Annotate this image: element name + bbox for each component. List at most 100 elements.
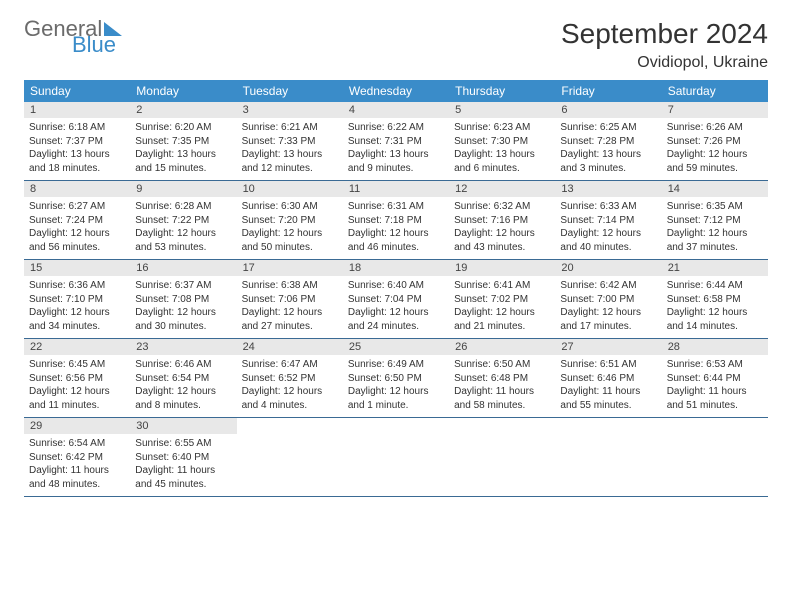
day-cell: 7Sunrise: 6:26 AMSunset: 7:26 PMDaylight… (662, 102, 768, 180)
weekday-header-sunday: Sunday (24, 80, 130, 102)
daylight-line: Daylight: 11 hours and 48 minutes. (29, 464, 125, 491)
sunset-line: Sunset: 7:18 PM (348, 214, 444, 228)
sunset-line: Sunset: 7:33 PM (242, 135, 338, 149)
day-cell: 21Sunrise: 6:44 AMSunset: 6:58 PMDayligh… (662, 260, 768, 338)
day-number: 13 (555, 181, 661, 197)
weekday-header-saturday: Saturday (662, 80, 768, 102)
day-cell: 25Sunrise: 6:49 AMSunset: 6:50 PMDayligh… (343, 339, 449, 417)
day-number: 17 (237, 260, 343, 276)
day-cell: 18Sunrise: 6:40 AMSunset: 7:04 PMDayligh… (343, 260, 449, 338)
day-cell: 15Sunrise: 6:36 AMSunset: 7:10 PMDayligh… (24, 260, 130, 338)
day-cell: 19Sunrise: 6:41 AMSunset: 7:02 PMDayligh… (449, 260, 555, 338)
daylight-line: Daylight: 11 hours and 45 minutes. (135, 464, 231, 491)
week-row: 1Sunrise: 6:18 AMSunset: 7:37 PMDaylight… (24, 102, 768, 181)
weekday-header-wednesday: Wednesday (343, 80, 449, 102)
day-info: Sunrise: 6:54 AMSunset: 6:42 PMDaylight:… (24, 434, 130, 495)
sunset-line: Sunset: 7:22 PM (135, 214, 231, 228)
day-info: Sunrise: 6:36 AMSunset: 7:10 PMDaylight:… (24, 276, 130, 337)
day-number: 7 (662, 102, 768, 118)
day-cell: 3Sunrise: 6:21 AMSunset: 7:33 PMDaylight… (237, 102, 343, 180)
sunset-line: Sunset: 7:14 PM (560, 214, 656, 228)
sunrise-line: Sunrise: 6:31 AM (348, 200, 444, 214)
day-number: 23 (130, 339, 236, 355)
day-info: Sunrise: 6:55 AMSunset: 6:40 PMDaylight:… (130, 434, 236, 495)
daylight-line: Daylight: 12 hours and 30 minutes. (135, 306, 231, 333)
sunset-line: Sunset: 7:02 PM (454, 293, 550, 307)
sunset-line: Sunset: 7:30 PM (454, 135, 550, 149)
day-cell: 5 Sunrise: 6:23 AMSunset: 7:30 PMDaylight… (449, 102, 555, 180)
day-info: Sunrise: 6:41 AMSunset: 7:02 PMDaylight:… (449, 276, 555, 337)
daylight-line: Daylight: 12 hours and 14 minutes. (667, 306, 763, 333)
sunrise-line: Sunrise: 6:23 AM (454, 121, 550, 135)
sunrise-line: Sunrise: 6:38 AM (242, 279, 338, 293)
sunset-line: Sunset: 6:46 PM (560, 372, 656, 386)
day-number: 15 (24, 260, 130, 276)
day-cell: 27Sunrise: 6:51 AMSunset: 6:46 PMDayligh… (555, 339, 661, 417)
day-number: 3 (237, 102, 343, 118)
day-info: Sunrise: 6:25 AMSunset: 7:28 PMDaylight:… (555, 118, 661, 179)
sunrise-line: Sunrise: 6:36 AM (29, 279, 125, 293)
sunrise-line: Sunrise: 6:47 AM (242, 358, 338, 372)
sunset-line: Sunset: 7:08 PM (135, 293, 231, 307)
weekday-header-monday: Monday (130, 80, 236, 102)
daylight-line: Daylight: 13 hours and 9 minutes. (348, 148, 444, 175)
day-info: Sunrise: 6:26 AMSunset: 7:26 PMDaylight:… (662, 118, 768, 179)
daylight-line: Daylight: 12 hours and 43 minutes. (454, 227, 550, 254)
day-info: Sunrise: 6:45 AMSunset: 6:56 PMDaylight:… (24, 355, 130, 416)
day-info: Sunrise: 6:35 AMSunset: 7:12 PMDaylight:… (662, 197, 768, 258)
sunset-line: Sunset: 7:31 PM (348, 135, 444, 149)
daylight-line: Daylight: 13 hours and 6 minutes. (454, 148, 550, 175)
day-cell: 17Sunrise: 6:38 AMSunset: 7:06 PMDayligh… (237, 260, 343, 338)
empty-cell (343, 418, 449, 496)
day-number: 2 (130, 102, 236, 118)
sunrise-line: Sunrise: 6:33 AM (560, 200, 656, 214)
daylight-line: Daylight: 12 hours and 1 minute. (348, 385, 444, 412)
sunset-line: Sunset: 6:44 PM (667, 372, 763, 386)
sunrise-line: Sunrise: 6:41 AM (454, 279, 550, 293)
day-cell: 2Sunrise: 6:20 AMSunset: 7:35 PMDaylight… (130, 102, 236, 180)
daylight-line: Daylight: 11 hours and 51 minutes. (667, 385, 763, 412)
sunrise-line: Sunrise: 6:30 AM (242, 200, 338, 214)
day-info: Sunrise: 6:53 AMSunset: 6:44 PMDaylight:… (662, 355, 768, 416)
day-info: Sunrise: 6:50 AMSunset: 6:48 PMDaylight:… (449, 355, 555, 416)
month-title: September 2024 (561, 18, 768, 50)
daylight-line: Daylight: 12 hours and 4 minutes. (242, 385, 338, 412)
day-number: 21 (662, 260, 768, 276)
header: General Blue September 2024 Ovidiopol, U… (24, 18, 768, 72)
daylight-line: Daylight: 12 hours and 56 minutes. (29, 227, 125, 254)
day-number: 5 (449, 102, 555, 118)
day-info: Sunrise: 6:33 AMSunset: 7:14 PMDaylight:… (555, 197, 661, 258)
day-number: 8 (24, 181, 130, 197)
day-cell: 23Sunrise: 6:46 AMSunset: 6:54 PMDayligh… (130, 339, 236, 417)
sunrise-line: Sunrise: 6:51 AM (560, 358, 656, 372)
week-row: 22Sunrise: 6:45 AMSunset: 6:56 PMDayligh… (24, 339, 768, 418)
day-number: 12 (449, 181, 555, 197)
day-number: 10 (237, 181, 343, 197)
week-row: 29Sunrise: 6:54 AMSunset: 6:42 PMDayligh… (24, 418, 768, 497)
weekday-header-row: SundayMondayTuesdayWednesdayThursdayFrid… (24, 80, 768, 102)
sunset-line: Sunset: 7:10 PM (29, 293, 125, 307)
sunset-line: Sunset: 7:37 PM (29, 135, 125, 149)
sunrise-line: Sunrise: 6:22 AM (348, 121, 444, 135)
weekday-header-tuesday: Tuesday (237, 80, 343, 102)
sunset-line: Sunset: 7:28 PM (560, 135, 656, 149)
day-cell: 20Sunrise: 6:42 AMSunset: 7:00 PMDayligh… (555, 260, 661, 338)
day-number: 18 (343, 260, 449, 276)
sunrise-line: Sunrise: 6:27 AM (29, 200, 125, 214)
sunset-line: Sunset: 7:12 PM (667, 214, 763, 228)
day-info: Sunrise: 6:37 AMSunset: 7:08 PMDaylight:… (130, 276, 236, 337)
sunrise-line: Sunrise: 6:35 AM (667, 200, 763, 214)
day-info: Sunrise: 6:32 AMSunset: 7:16 PMDaylight:… (449, 197, 555, 258)
day-number: 25 (343, 339, 449, 355)
day-cell: 12Sunrise: 6:32 AMSunset: 7:16 PMDayligh… (449, 181, 555, 259)
daylight-line: Daylight: 13 hours and 3 minutes. (560, 148, 656, 175)
day-info: Sunrise: 6:38 AMSunset: 7:06 PMDaylight:… (237, 276, 343, 337)
sunrise-line: Sunrise: 6:42 AM (560, 279, 656, 293)
day-number: 19 (449, 260, 555, 276)
day-cell: 22Sunrise: 6:45 AMSunset: 6:56 PMDayligh… (24, 339, 130, 417)
day-number: 4 (343, 102, 449, 118)
sunrise-line: Sunrise: 6:54 AM (29, 437, 125, 451)
day-cell: 11Sunrise: 6:31 AMSunset: 7:18 PMDayligh… (343, 181, 449, 259)
daylight-line: Daylight: 12 hours and 21 minutes. (454, 306, 550, 333)
day-cell: 14Sunrise: 6:35 AMSunset: 7:12 PMDayligh… (662, 181, 768, 259)
